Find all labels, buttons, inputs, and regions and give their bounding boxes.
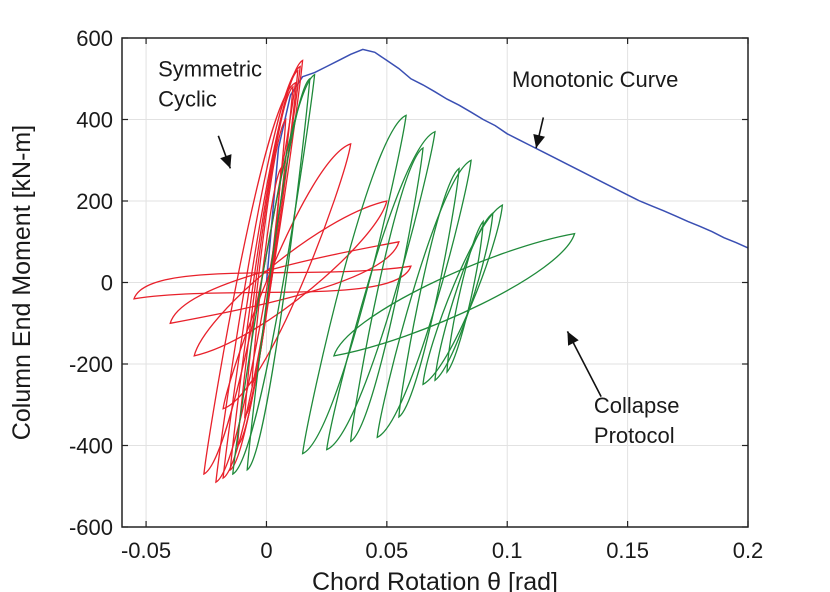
series-0	[265, 48, 749, 283]
x-tick-label: 0.2	[733, 538, 764, 563]
hysteresis-loop	[332, 232, 576, 357]
y-tick-label: 400	[76, 108, 113, 133]
annotation-text: Monotonic Curve	[512, 67, 678, 92]
series-layer	[133, 48, 749, 484]
hysteresis-loop	[133, 265, 412, 300]
y-tick-label: 0	[101, 271, 113, 296]
x-tick-label: -0.05	[121, 538, 171, 563]
x-tick-label: 0.15	[606, 538, 649, 563]
hysteresis-loop	[169, 240, 400, 325]
annotation-text: Symmetric	[158, 57, 262, 82]
annotation-text: Cyclic	[158, 87, 217, 112]
annotation-arrowhead	[533, 134, 545, 148]
y-tick-label: -200	[69, 352, 113, 377]
hysteresis-loop	[349, 146, 424, 443]
hysteresis-loop	[434, 211, 494, 382]
hysteresis-loop	[203, 81, 297, 476]
annotations: Symmetric Cyclic Monotonic Curve Collapse Pr…	[158, 57, 679, 448]
y-tick-label: -400	[69, 434, 113, 459]
hysteresis-loop	[232, 73, 316, 476]
hysteresis-loop	[398, 167, 460, 419]
annotation-text: Collapse	[594, 393, 680, 418]
series-2	[232, 73, 576, 476]
hysteresis-loop	[422, 203, 504, 386]
annotation-arrowhead	[220, 154, 232, 169]
y-tick-label: -600	[69, 515, 113, 540]
x-tick-label: 0.05	[365, 538, 408, 563]
hysteresis-loop	[215, 65, 301, 484]
monotonic-curve-line	[265, 48, 749, 283]
hysteresis-loop	[193, 200, 388, 357]
series-1	[133, 59, 412, 484]
hysteresis-loop	[222, 142, 352, 410]
hysteresis-loop	[376, 159, 472, 439]
x-tick-label: 0	[260, 538, 272, 563]
hysteresis-loop	[246, 77, 311, 472]
x-axis-label: Chord Rotation θ [rad]	[312, 568, 558, 592]
annotation-2: Collapse Protocol	[566, 331, 680, 448]
hysteresis-loop	[229, 69, 299, 472]
y-tick-label: 200	[76, 189, 113, 214]
hysteresis-loop	[446, 219, 484, 374]
hysteresis-loop	[301, 114, 407, 455]
annotation-text: Protocol	[594, 423, 675, 448]
hysteresis-loop	[222, 59, 304, 480]
annotation-1: Monotonic Curve	[512, 67, 678, 149]
y-tick-label: 600	[76, 26, 113, 51]
annotation-arrowhead	[567, 331, 579, 346]
hysteresis-loop	[325, 130, 436, 451]
y-axis-label: Column End Moment [kN-m]	[8, 125, 36, 440]
ticks: -0.05 0 0.05 0.1 0.15 0.2 -600 -400 -200 0 200 400 6…	[69, 26, 763, 563]
annotation-0: Symmetric Cyclic	[158, 57, 262, 169]
x-tick-label: 0.1	[492, 538, 523, 563]
